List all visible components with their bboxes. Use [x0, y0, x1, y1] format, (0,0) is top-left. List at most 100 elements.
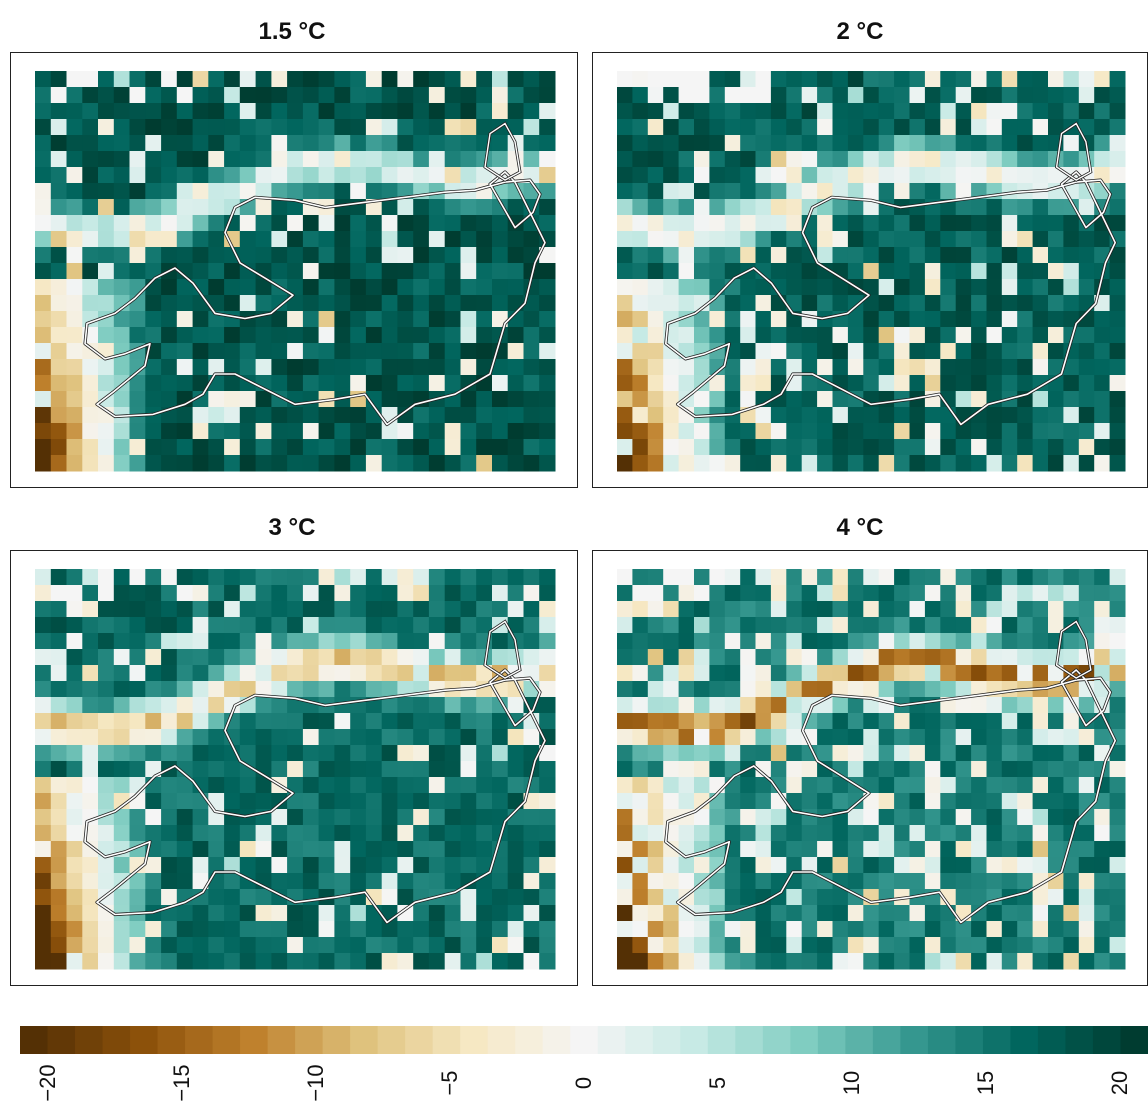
map-cell	[239, 713, 257, 730]
map-cell	[35, 697, 52, 714]
map-cell	[971, 697, 987, 714]
map-cell	[770, 247, 787, 264]
map-cell	[334, 375, 351, 392]
map-cell	[1017, 279, 1034, 296]
map-cell	[334, 841, 351, 858]
map-cell	[224, 359, 241, 376]
map-cell	[663, 585, 680, 602]
map-cell	[740, 215, 757, 232]
map-cell	[894, 857, 910, 874]
map-cell	[1048, 391, 1064, 408]
map-cell	[302, 617, 320, 634]
map-cell	[694, 455, 710, 472]
map-cell	[678, 327, 695, 344]
map-cell	[381, 343, 398, 360]
map-cell	[924, 87, 941, 104]
map-cell	[50, 953, 68, 970]
map-cell	[1063, 953, 1080, 970]
map-cell	[924, 953, 941, 970]
map-cell	[428, 423, 446, 440]
map-cell	[894, 215, 910, 232]
map-cell	[694, 889, 710, 906]
map-cell	[894, 439, 910, 456]
map-cell	[847, 151, 864, 168]
map-cell	[1094, 617, 1111, 634]
map-cell	[817, 793, 833, 810]
map-cell	[724, 247, 741, 264]
map-cell	[1078, 103, 1095, 120]
map-cell	[224, 263, 241, 280]
map-cell	[863, 439, 880, 456]
map-cell	[847, 327, 864, 344]
map-cell	[287, 745, 304, 762]
map-cell	[239, 135, 257, 152]
map-cell	[663, 375, 680, 392]
map-cell	[287, 761, 304, 778]
map-cell	[492, 937, 509, 954]
map-cell	[1017, 761, 1034, 778]
map-cell	[755, 569, 772, 586]
map-cell	[224, 455, 241, 472]
map-cell	[1017, 215, 1034, 232]
map-cell	[208, 937, 225, 954]
map-cell	[617, 263, 633, 280]
map-cell	[755, 697, 772, 714]
map-cell	[82, 375, 99, 392]
map-cell	[863, 183, 880, 200]
map-cell	[208, 585, 225, 602]
map-cell	[50, 889, 68, 906]
map-cell	[381, 439, 398, 456]
map-cell	[1001, 649, 1018, 666]
map-cell	[255, 921, 272, 938]
map-cell	[955, 857, 972, 874]
map-cell	[678, 199, 695, 216]
map-cell	[145, 455, 162, 472]
map-cell	[1017, 633, 1034, 650]
map-cell	[1078, 777, 1095, 794]
map-cell	[82, 119, 99, 136]
map-cell	[523, 857, 540, 874]
map-cell	[786, 119, 803, 136]
map-cell	[740, 633, 757, 650]
map-cell	[523, 809, 540, 826]
map-cell	[940, 231, 957, 248]
map-cell	[1078, 873, 1095, 890]
map-cell	[663, 167, 680, 184]
map-cell	[724, 183, 741, 200]
map-cell	[507, 199, 524, 216]
map-cell	[817, 841, 833, 858]
map-cell	[66, 311, 83, 328]
map-cell	[176, 279, 194, 296]
map-cell	[770, 889, 787, 906]
map-cell	[82, 391, 99, 408]
map-cell	[940, 311, 957, 328]
map-cell	[632, 423, 649, 440]
map-cell	[192, 873, 209, 890]
map-cell	[176, 183, 194, 200]
map-cell	[413, 295, 430, 312]
map-cell	[50, 263, 68, 280]
map-cell	[940, 681, 957, 698]
map-cell	[350, 151, 367, 168]
map-cell	[82, 889, 99, 906]
map-cell	[801, 407, 818, 424]
map-cell	[145, 713, 162, 730]
map-cell	[271, 295, 288, 312]
map-cell	[113, 119, 131, 136]
map-cell	[428, 825, 446, 842]
map-cell	[863, 295, 880, 312]
map-cell	[786, 167, 803, 184]
map-cell	[1032, 633, 1049, 650]
map-cell	[1017, 103, 1034, 120]
map-cell	[507, 857, 524, 874]
map-cell	[176, 809, 194, 826]
map-cell	[924, 713, 941, 730]
map-cell	[832, 601, 849, 618]
map-cell	[694, 617, 710, 634]
map-cell	[176, 681, 194, 698]
map-cell	[492, 745, 509, 762]
map-cell	[986, 873, 1003, 890]
map-cell	[66, 103, 83, 120]
map-cell	[255, 151, 272, 168]
map-cell	[647, 215, 664, 232]
